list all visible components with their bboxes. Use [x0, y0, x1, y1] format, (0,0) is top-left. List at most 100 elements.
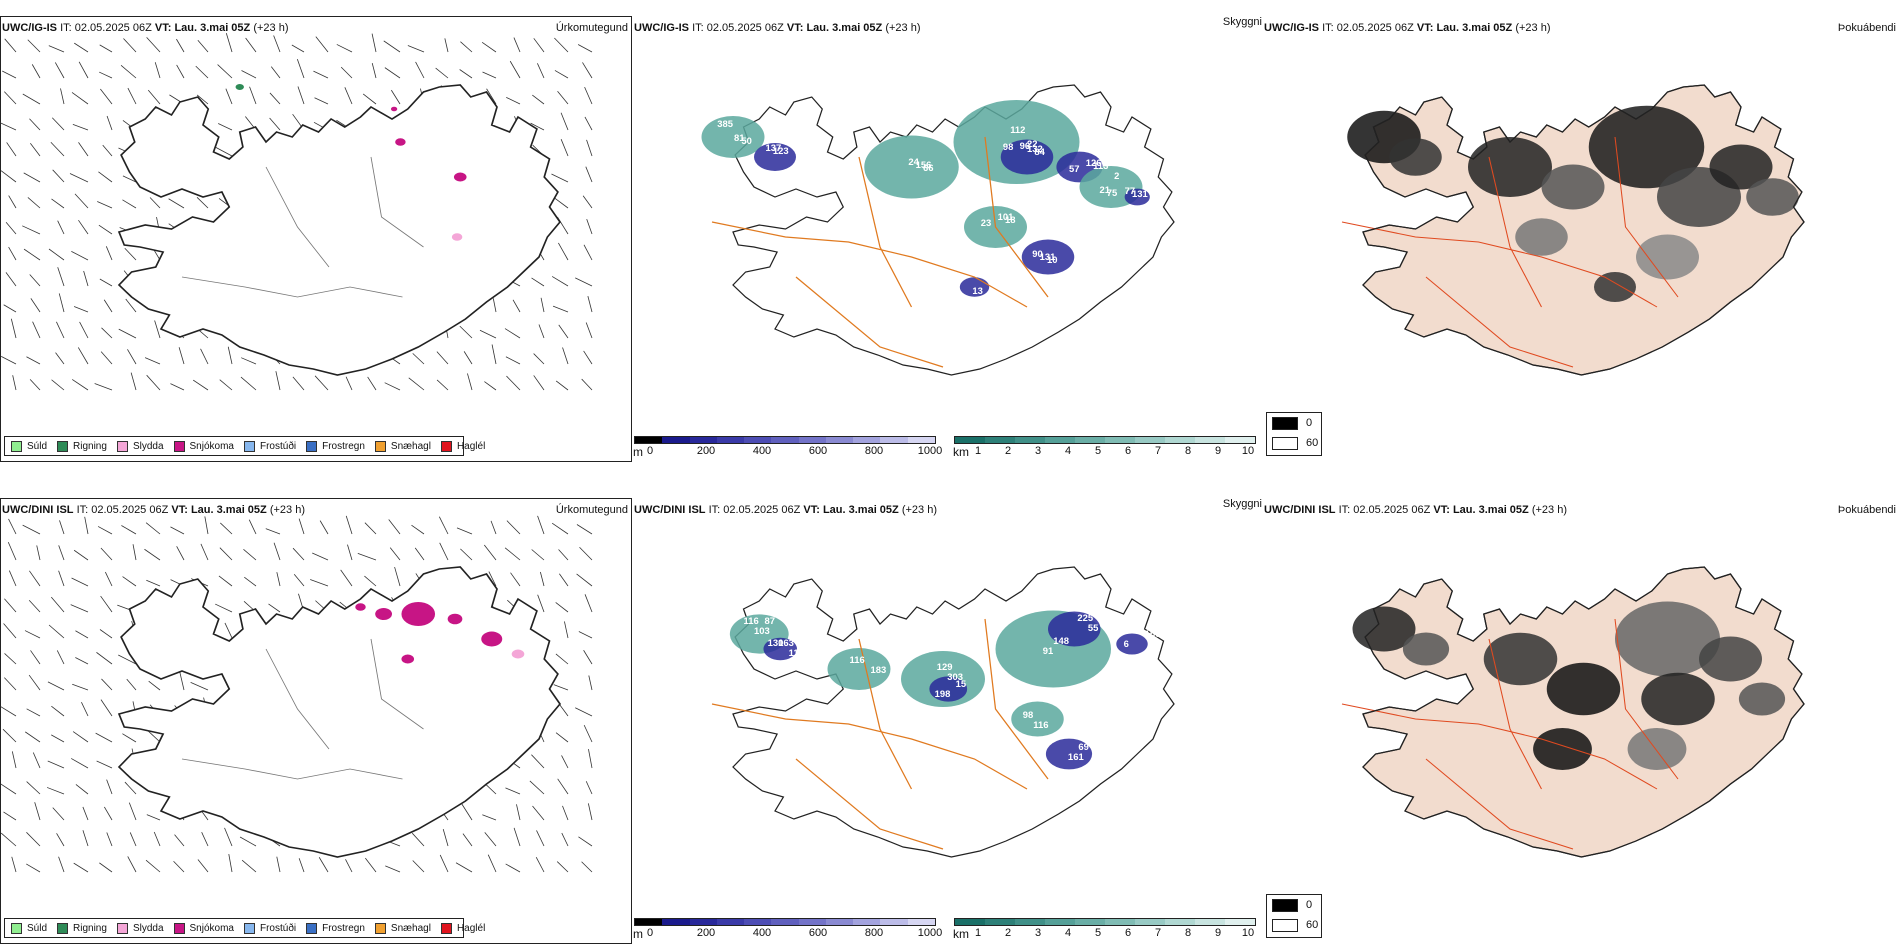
- fog-area: [1483, 632, 1558, 686]
- visibility-value-label: 98: [1003, 142, 1014, 152]
- colorbar-unit: m: [633, 927, 643, 941]
- iceland-outline: [732, 566, 1175, 858]
- visibility-value-label: 69: [1078, 742, 1089, 752]
- legend-swatch: [11, 440, 22, 452]
- legend-swatch: [57, 440, 69, 452]
- colorbar-tick: 5: [1094, 927, 1102, 939]
- colorbar-tick: 9: [1214, 445, 1222, 457]
- roads: [181, 156, 424, 298]
- panel-title: Skyggni: [1222, 498, 1262, 510]
- colorbar-cells: [954, 436, 1256, 444]
- legend-label: Súld: [27, 922, 48, 934]
- visibility-value-label: 13: [972, 286, 983, 296]
- visibility-value-label: 55: [1088, 623, 1099, 633]
- valid-time: Lau. 3.mai 05Z: [190, 504, 267, 516]
- visibility-colorbar: 1 2 3 4 5 6 7 8 9 10 km: [953, 918, 1256, 941]
- visibility-value-label: 385: [717, 119, 733, 129]
- legend-label: Súld: [27, 440, 48, 452]
- colorbar-cell: [907, 919, 935, 925]
- visibility-colorbar: 1 2 3 4 5 6 7 8 9 10 km: [953, 436, 1256, 459]
- colorbar-cell: [1195, 919, 1225, 925]
- colorbar-tick: 5: [1094, 445, 1102, 457]
- valid-time-label: VT:: [1416, 22, 1434, 34]
- init-time-label: IT:: [60, 22, 72, 34]
- fog-legend: 0 60: [1266, 894, 1322, 938]
- colorbar-tick: 200: [696, 445, 716, 457]
- colorbar-ticks: 0 200 400 600 800 1000: [634, 444, 942, 458]
- colorbar-tick: 2: [1004, 927, 1012, 939]
- legend-swatch: [440, 922, 452, 934]
- visibility-value-label: 66: [923, 163, 934, 173]
- visibility-value-label: 98: [1023, 710, 1034, 720]
- colorbar-cell: [1075, 437, 1105, 443]
- legend-item: Súld: [11, 440, 48, 452]
- valid-time-label: VT:: [171, 504, 188, 516]
- fog-area: [1709, 144, 1773, 190]
- colorbar-cell: [1045, 919, 1075, 925]
- legend-item: Frostregn: [306, 440, 365, 452]
- panel-header: UWC/IG-IS IT: 02.05.2025 06Z VT: Lau. 3.…: [1264, 22, 1551, 35]
- colorbar-tick: 8: [1184, 927, 1192, 939]
- colorbar-cell: [880, 437, 908, 443]
- colorbar-cells: [634, 918, 936, 926]
- precip-map: [0, 33, 593, 391]
- legend-label: Snjókoma: [189, 440, 234, 452]
- iceland-outline: [1362, 84, 1805, 376]
- legend-item: Súld: [11, 922, 48, 934]
- visibility-value-label: 183: [871, 665, 887, 675]
- precip-area: [390, 106, 398, 112]
- fog-area: [1546, 662, 1621, 716]
- fog-area: [1533, 728, 1592, 770]
- visibility-value-label: 57: [1069, 164, 1080, 174]
- visibility-value-label: 10: [1047, 255, 1058, 265]
- colorbar-cell: [907, 437, 935, 443]
- colorbar-tick: 4: [1064, 445, 1072, 457]
- fog-panel: UWC/DINI ISL IT: 02.05.2025 06Z VT: Lau.…: [1262, 494, 1896, 944]
- lead-time: (+23 h): [1515, 22, 1551, 34]
- legend-label: Slydda: [132, 440, 164, 452]
- cloud-base-colorbar: 0 200 400 600 800 1000 m: [633, 436, 942, 459]
- init-time-label: IT:: [692, 22, 704, 34]
- colorbar-tick: 1000: [917, 445, 943, 457]
- init-time: 02.05.2025 06Z: [1336, 22, 1414, 34]
- iceland-outline: [117, 84, 562, 376]
- visibility-panel: UWC/IG-IS IT: 02.05.2025 06Z VT: Lau. 3.…: [632, 12, 1262, 462]
- colorbar-cell: [1165, 437, 1195, 443]
- valid-time-label: VT:: [1433, 504, 1450, 516]
- colorbar-cell: [1225, 919, 1255, 925]
- visibility-area: [1116, 633, 1148, 655]
- legend-item: Snjókoma: [173, 922, 234, 934]
- colorbar-cell: [985, 919, 1015, 925]
- visibility-area: [1048, 611, 1101, 647]
- colorbar-tick: 7: [1154, 445, 1162, 457]
- model-name: UWC/IG-IS: [2, 22, 57, 34]
- visibility-value-label: 161: [1068, 752, 1084, 762]
- valid-time: Lau. 3.mai 05Z: [806, 22, 883, 34]
- colorbar-tick: 7: [1154, 927, 1162, 939]
- colorbar-cell: [689, 437, 717, 443]
- legend-swatch: [243, 922, 255, 934]
- visibility-value-label: 50: [741, 136, 752, 146]
- precip-area: [375, 608, 392, 620]
- cloud-base-colorbar: 0 200 400 600 800 1000 m: [633, 918, 942, 941]
- precip-type-legend: Súld Rigning Slydda Snjókoma Frostúði Frostre…: [4, 918, 485, 938]
- colorbar-tick: 600: [808, 927, 828, 939]
- legend-label: Frostúði: [259, 440, 297, 452]
- visibility-value-label: 156: [916, 160, 932, 170]
- legend-label: Snjókoma: [189, 922, 234, 934]
- visibility-value-label: 148: [1053, 636, 1069, 646]
- visibility-value-label: 129: [937, 662, 953, 672]
- legend-label: Rigning: [73, 440, 107, 452]
- init-time: 02.05.2025 06Z: [723, 504, 801, 516]
- iceland-outline: [117, 566, 562, 858]
- legend-swatch: [1272, 898, 1298, 912]
- legend-swatch: [116, 922, 128, 934]
- colorbar-cell: [853, 919, 881, 925]
- lead-time: (+23 h): [269, 504, 305, 516]
- visibility-area: [754, 143, 796, 171]
- visibility-value-label: 81: [734, 133, 745, 143]
- visibility-value-label: 225: [1077, 613, 1093, 623]
- precip-area: [401, 602, 436, 626]
- visibility-area: [1045, 738, 1093, 770]
